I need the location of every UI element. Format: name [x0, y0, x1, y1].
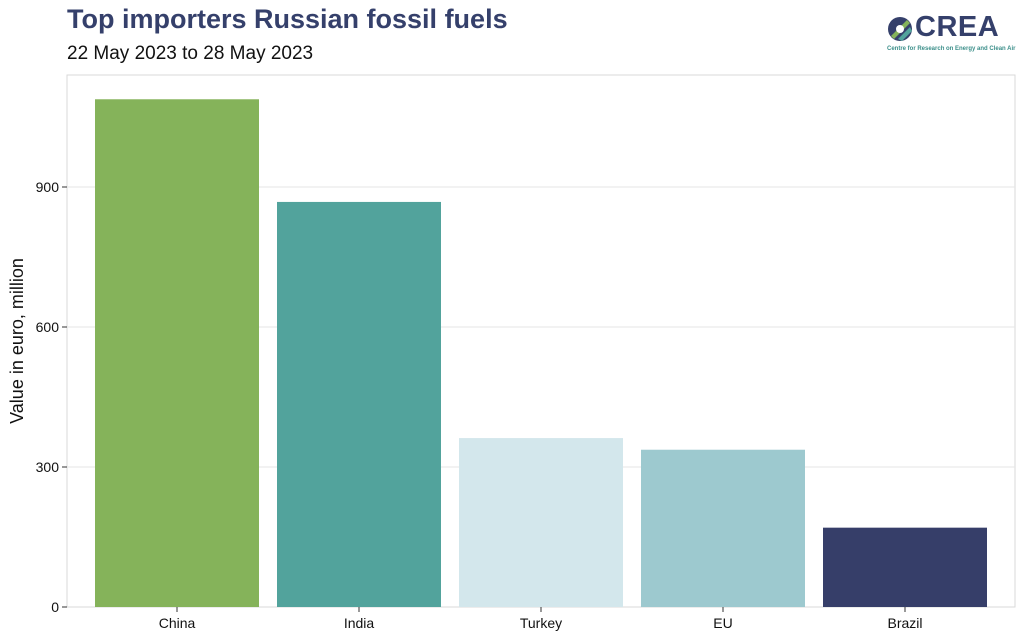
logo-tagline: Centre for Research on Energy and Clean … — [887, 46, 1016, 52]
bar-eu — [641, 449, 805, 607]
x-tick-label: Brazil — [887, 615, 922, 631]
x-axis: China India Turkey EU Brazil — [159, 607, 923, 631]
y-tick-label: 300 — [36, 459, 60, 475]
crea-logo: CREA Centre for Research on Energy and C… — [885, 11, 1016, 58]
y-tick-label: 600 — [36, 319, 60, 335]
chart-subtitle: 22 May 2023 to 28 May 2023 — [67, 43, 314, 64]
x-tick-label: China — [159, 615, 196, 631]
x-tick-label: Turkey — [520, 615, 562, 631]
bars — [95, 99, 987, 608]
crea-leaf-icon — [888, 17, 912, 41]
logo-name: CREA — [915, 11, 1000, 43]
y-tick-label: 900 — [36, 179, 60, 195]
bar-brazil — [823, 527, 987, 607]
y-axis: 0 300 600 900 — [36, 179, 67, 615]
bar-turkey — [459, 438, 623, 607]
y-axis-title: Value in euro, million — [7, 258, 27, 424]
x-tick-label: EU — [713, 615, 732, 631]
chart-title: Top importers Russian fossil fuels — [67, 4, 508, 34]
x-tick-label: India — [344, 615, 375, 631]
bar-india — [277, 201, 441, 607]
y-tick-label: 0 — [51, 599, 59, 615]
bar-china — [95, 99, 259, 608]
